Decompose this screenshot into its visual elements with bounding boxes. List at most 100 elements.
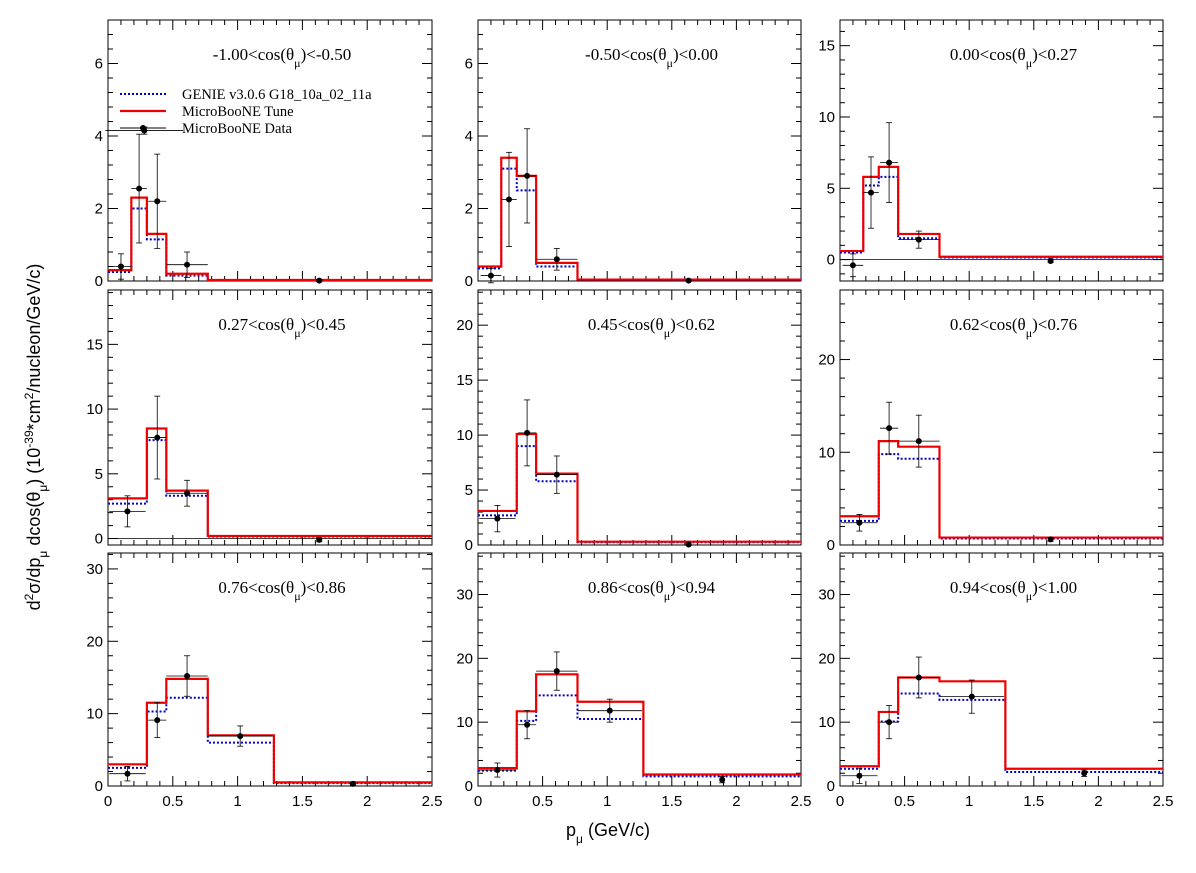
y-tick-label: 15 [456, 372, 473, 389]
y-tick-label: 5 [465, 482, 473, 499]
y-tick-label: 10 [456, 427, 473, 444]
data-point [316, 536, 323, 543]
data-point [915, 674, 922, 681]
data-point [524, 721, 531, 728]
data-point [856, 772, 863, 779]
x-tick-label: 2 [363, 793, 371, 810]
data-point [124, 508, 131, 515]
x-axis-label: pμ (GeV/c) [566, 820, 650, 846]
x-tick-label: 0.5 [162, 793, 183, 810]
data-point [685, 541, 692, 548]
y-tick-label: 4 [95, 128, 103, 145]
x-tick-label: 1 [965, 793, 973, 810]
panel-frame [839, 552, 1164, 787]
data-point [553, 256, 560, 263]
y-tick-label: 20 [456, 650, 473, 667]
y-tick-label: 10 [818, 444, 835, 461]
data-point [868, 189, 875, 196]
data-point [316, 277, 323, 284]
panel-7: 0 0.5 1 1.5 2 2.5 0 10 20 30 0.76<cos(θμ)<0.86 [86, 552, 443, 810]
x-tick-label: 1.5 [1023, 793, 1044, 810]
y-tick-label: 5 [827, 180, 835, 197]
data-point [184, 673, 191, 680]
y-tick-label: 20 [818, 650, 835, 667]
y-tick-label: 0 [465, 273, 473, 290]
panel-title: 0.27<cos(θμ)<0.45 [218, 315, 345, 340]
data-point [154, 717, 161, 724]
panels: 0 2 4 6 -1.00<cos(θμ)<-0.50 0 2 4 6 -0.50<cos(θμ)… [86, 19, 1174, 810]
y-tick-label: 10 [86, 706, 103, 723]
x-tick-label: 2.5 [422, 793, 443, 810]
x-tick-label: 0 [836, 793, 844, 810]
y-tick-label: 0 [465, 537, 473, 554]
data-point [915, 438, 922, 445]
y-tick-label: 2 [95, 201, 103, 218]
panel-1: 0 2 4 6 -1.00<cos(θμ)<-0.50 [95, 19, 433, 290]
y-tick-label: 20 [86, 633, 103, 650]
panel-3: 0 5 10 15 0.00<cos(θμ)<0.27 [818, 19, 1164, 282]
genie-histogram [108, 207, 432, 282]
panel-8: 0 0.5 1 1.5 2 2.5 0 10 20 30 0.86<cos(θμ)<0.94 [456, 552, 811, 810]
data-point [136, 185, 143, 192]
panel-title: 0.45<cos(θμ)<0.62 [588, 315, 715, 340]
data-point [1047, 536, 1054, 543]
data-point [124, 770, 131, 777]
y-tick-label: 20 [456, 317, 473, 334]
panel-frame [107, 289, 433, 546]
panel-frame [107, 552, 433, 787]
x-tick-label: 0 [474, 793, 482, 810]
panel-title: 0.00<cos(θμ)<0.27 [950, 45, 1078, 70]
data-point [915, 236, 922, 243]
data-point [154, 434, 161, 441]
data-point [886, 425, 893, 432]
panel-title: -0.50<cos(θμ)<0.00 [585, 45, 718, 70]
y-tick-label: 6 [465, 56, 473, 73]
data-point [349, 780, 356, 787]
panel-9: 0 0.5 1 1.5 2 2.5 0 10 20 30 0.94<cos(θμ)<1.00 [818, 552, 1174, 810]
data-point [1081, 770, 1088, 777]
data-point [606, 707, 613, 714]
panel-2: 0 2 4 6 -0.50<cos(θμ)<0.00 [465, 19, 802, 290]
data-point [856, 519, 863, 526]
x-tick-label: 1 [603, 793, 611, 810]
data-point [237, 733, 244, 740]
genie-histogram [108, 696, 432, 785]
panel-4: 0 5 10 15 0.27<cos(θμ)<0.45 [86, 289, 433, 548]
y-tick-label: 15 [86, 336, 103, 353]
genie-histogram [478, 694, 801, 778]
data-point [154, 198, 161, 205]
data-point [494, 767, 501, 774]
tune-histogram [108, 677, 432, 784]
genie-histogram [840, 453, 1163, 540]
panel-frame [839, 19, 1164, 282]
data-point [117, 263, 124, 270]
y-tick-label: 0 [95, 531, 103, 548]
y-tick-label: 30 [86, 561, 103, 578]
data-point [184, 261, 191, 268]
data-point [968, 693, 975, 700]
y-tick-label: 5 [95, 466, 103, 483]
legend-data-swatch-marker [140, 125, 146, 131]
data-point [1047, 258, 1054, 265]
x-tick-label: 2.5 [1153, 793, 1174, 810]
legend-tune-label: MicroBooNE Tune [182, 104, 294, 120]
tune-histogram [108, 196, 432, 282]
y-tick-label: 0 [827, 778, 835, 795]
y-tick-label: 30 [456, 586, 473, 603]
y-tick-label: 10 [818, 714, 835, 731]
y-tick-label: 0 [465, 778, 473, 795]
x-tick-label: 1 [233, 793, 241, 810]
y-tick-label: 30 [818, 586, 835, 603]
data-point [524, 429, 531, 436]
y-axis-label: d2σ/dpμ dcos(θμ) (10-39*cm2/nucleon/GeV/… [22, 264, 50, 611]
y-tick-label: 0 [827, 537, 835, 554]
y-tick-label: 10 [86, 401, 103, 418]
data-point [487, 272, 494, 279]
data-point [685, 277, 692, 284]
panel-frame [839, 289, 1164, 546]
data-point [524, 172, 531, 179]
data-point [553, 668, 560, 675]
panel-5: 0 5 10 15 20 0.45<cos(θμ)<0.62 [456, 289, 802, 554]
x-tick-label: 1.5 [661, 793, 682, 810]
